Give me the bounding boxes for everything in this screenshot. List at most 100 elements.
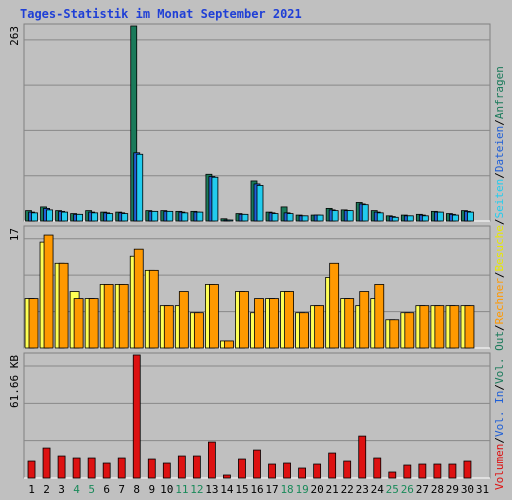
x-tick-label: 4 xyxy=(73,483,80,496)
x-tick-label: 7 xyxy=(118,483,125,496)
bar-rechner-day-18 xyxy=(284,291,294,349)
legend-separator: / xyxy=(493,437,506,444)
series-volumen xyxy=(27,354,472,479)
bar-seiten-day-20 xyxy=(316,214,324,222)
bar-volumen-day-8 xyxy=(132,354,141,479)
chart-panels: 263 17 61.66 KB xyxy=(8,23,491,479)
bar-seiten-day-29 xyxy=(452,214,459,222)
x-tick-label: 16 xyxy=(250,483,263,496)
bar-volumen-day-1 xyxy=(27,460,36,479)
bar-rechner-day-3 xyxy=(58,262,69,349)
bar-seiten-day-19 xyxy=(301,215,309,222)
legend-entry: Anfragen xyxy=(493,66,506,119)
bar-seiten-day-26 xyxy=(406,215,414,222)
bar-volumen-day-7 xyxy=(117,457,126,479)
series-seiten xyxy=(31,153,474,222)
bar-rechner-day-27 xyxy=(419,305,430,349)
x-tick-label: 17 xyxy=(265,483,278,496)
bar-rechner-day-17 xyxy=(269,298,279,349)
bar-seiten-day-27 xyxy=(421,215,429,222)
bar-volumen-day-9 xyxy=(147,458,156,479)
bar-rechner-day-20 xyxy=(314,305,325,349)
bar-rechner-day-1 xyxy=(28,298,39,349)
x-tick-label: 12 xyxy=(190,483,203,496)
bar-seiten-day-16 xyxy=(256,185,264,222)
x-tick-label: 21 xyxy=(326,483,339,496)
x-tick-label: 19 xyxy=(295,483,308,496)
bar-seiten-day-14 xyxy=(226,219,234,222)
bar-volumen-day-24 xyxy=(373,457,382,479)
bar-seiten-day-1 xyxy=(31,212,38,222)
bar-rechner-day-13 xyxy=(209,284,219,349)
bar-volumen-day-3 xyxy=(57,455,66,479)
legend-entry: Seiten xyxy=(493,179,506,219)
bar-volumen-day-25 xyxy=(388,471,397,479)
bar-rechner-day-10 xyxy=(163,305,174,349)
bar-rechner-day-12 xyxy=(193,312,204,349)
x-tick-label: 13 xyxy=(205,483,218,496)
bar-rechner-day-9 xyxy=(148,269,159,349)
legend-entry: Besuche xyxy=(493,225,506,271)
legend-separator: / xyxy=(493,384,506,391)
bar-volumen-day-23 xyxy=(358,435,367,479)
bar-seiten-day-10 xyxy=(166,210,174,222)
bar-seiten-day-28 xyxy=(436,211,444,222)
legend-entry: Rechner xyxy=(493,278,506,325)
bar-seiten-day-25 xyxy=(391,216,399,222)
x-tick-label: 11 xyxy=(175,483,188,496)
panel-max-label: 17 xyxy=(8,228,21,241)
bar-volumen-day-21 xyxy=(328,452,337,479)
bar-volumen-day-22 xyxy=(343,460,352,479)
bar-volumen-day-4 xyxy=(72,457,81,479)
bar-rechner-day-26 xyxy=(404,312,415,349)
bar-volumen-day-29 xyxy=(448,463,457,479)
bar-volumen-day-27 xyxy=(418,463,427,479)
x-tick-label: 2 xyxy=(43,483,50,496)
bar-volumen-day-28 xyxy=(433,463,442,479)
bar-volumen-day-5 xyxy=(87,457,96,479)
bar-rechner-day-29 xyxy=(449,305,460,349)
bar-seiten-day-24 xyxy=(376,212,384,222)
bar-rechner-day-6 xyxy=(103,284,114,349)
x-axis-tick-labels: 1 2 3 4 5 6 7 8 9 10 11 12 13 14 15 16 17 18 19 20 21 22 23 24 2… xyxy=(28,483,489,496)
bar-rechner-day-7 xyxy=(118,284,129,349)
bar-volumen-day-6 xyxy=(102,462,111,479)
bar-volumen-day-10 xyxy=(162,462,171,479)
legend-separator: / xyxy=(493,271,506,278)
x-tick-label: 23 xyxy=(356,483,369,496)
bar-rechner-day-25 xyxy=(389,319,400,349)
legend-separator: / xyxy=(493,324,506,331)
bar-seiten-day-12 xyxy=(196,211,204,222)
x-tick-label: 5 xyxy=(88,483,95,496)
panel-max-label: 61.66 KB xyxy=(8,355,21,408)
bar-seiten-day-17 xyxy=(271,213,279,222)
bar-rechner-day-16 xyxy=(254,298,264,349)
x-tick-label: 8 xyxy=(133,483,140,496)
bar-volumen-day-18 xyxy=(283,462,291,479)
x-tick-label: 14 xyxy=(220,483,234,496)
bar-seiten-day-30 xyxy=(467,211,474,222)
bar-volumen-day-30 xyxy=(463,460,472,479)
panel-max-label: 263 xyxy=(8,26,21,46)
bar-rechner-day-19 xyxy=(299,312,309,349)
bar-seiten-day-13 xyxy=(211,176,219,222)
bar-rechner-day-4 xyxy=(73,298,84,349)
x-tick-label: 20 xyxy=(311,483,324,496)
bar-seiten-day-11 xyxy=(181,212,189,222)
bar-volumen-day-11 xyxy=(177,455,186,479)
x-tick-label: 29 xyxy=(446,483,459,496)
bar-volumen-day-19 xyxy=(298,467,306,479)
bar-seiten-day-5 xyxy=(91,212,99,222)
x-tick-label: 18 xyxy=(280,483,293,496)
bar-seiten-day-18 xyxy=(286,213,294,222)
x-tick-label: 6 xyxy=(103,483,110,496)
bar-rechner-day-5 xyxy=(88,298,99,349)
bar-seiten-day-7 xyxy=(121,213,129,222)
bar-volumen-day-20 xyxy=(313,463,322,479)
bar-seiten-day-8 xyxy=(136,153,144,222)
legend-entry: Dateien xyxy=(493,126,506,172)
bar-rechner-day-30 xyxy=(464,305,475,349)
bar-seiten-day-23 xyxy=(361,204,369,222)
bar-volumen-day-26 xyxy=(403,464,412,479)
x-tick-label: 1 xyxy=(28,483,35,496)
